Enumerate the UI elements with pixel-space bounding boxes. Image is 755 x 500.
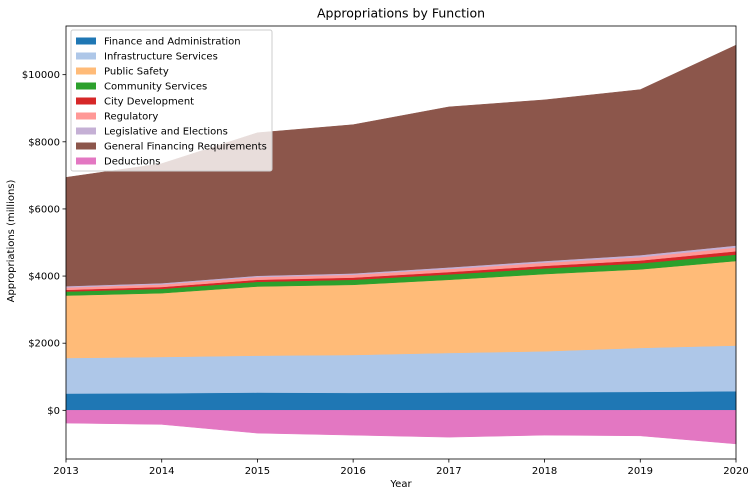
x-tick-label: 2013: [53, 466, 78, 477]
legend-swatch-community-services: [76, 82, 96, 90]
axes-layer: 2013 2014 2015 2016 2017 2018 2019 2020 $0 $2000 $…: [22, 25, 749, 477]
legend-label-regulatory: Regulatory: [104, 112, 158, 123]
plot-frame: [65, 25, 737, 460]
x-axis-label: Year: [389, 479, 412, 490]
legend-label-general-financing-requirements: General Financing Requirements: [104, 142, 267, 153]
legend-label-public-safety: Public Safety: [104, 67, 169, 78]
legend: Finance and Administration Infrastructure…: [70, 29, 273, 172]
legend-swatch-legislative-and-elections: [76, 127, 96, 135]
area-deductions: [65, 410, 737, 445]
legend-swatch-public-safety: [76, 67, 96, 75]
x-tick-label: 2017: [436, 466, 461, 477]
y-tick-label: $6000: [28, 204, 60, 215]
legend-label-legislative-and-elections: Legislative and Elections: [104, 127, 228, 138]
y-tick-label: $4000: [28, 272, 60, 283]
legend-label-infrastructure-services: Infrastructure Services: [104, 52, 218, 63]
area-finance-and-administration: [65, 390, 737, 411]
chart-title: Appropriations by Function: [317, 6, 485, 21]
legend-swatch-regulatory: [76, 112, 96, 120]
areas-layer: [65, 44, 737, 445]
x-tick-label: 2016: [340, 466, 365, 477]
legend-swatch-city-development: [76, 97, 96, 105]
x-tick-label: 2019: [628, 466, 653, 477]
x-tick-label: 2020: [723, 466, 748, 477]
legend-swatch-infrastructure-services: [76, 52, 96, 60]
y-axis-label: Appropriations (millions): [6, 180, 17, 303]
legend-swatch-general-financing-requirements: [76, 142, 96, 150]
y-tick-label: $10000: [22, 70, 60, 81]
x-tick-label: 2014: [149, 466, 174, 477]
legend-label-deductions: Deductions: [104, 157, 160, 168]
y-tick-label: $0: [47, 406, 60, 417]
legend-swatch-deductions: [76, 157, 96, 165]
x-tick-label: 2015: [245, 466, 270, 477]
legend-label-community-services: Community Services: [104, 82, 207, 93]
y-tick-label: $8000: [28, 137, 60, 148]
y-tick-label: $2000: [28, 339, 60, 350]
legend-label-finance-and-administration: Finance and Administration: [104, 37, 241, 48]
legend-swatch-finance-and-administration: [76, 37, 96, 45]
legend-label-city-development: City Development: [104, 97, 194, 108]
legend-box: [70, 29, 273, 172]
x-tick-label: 2018: [532, 466, 557, 477]
